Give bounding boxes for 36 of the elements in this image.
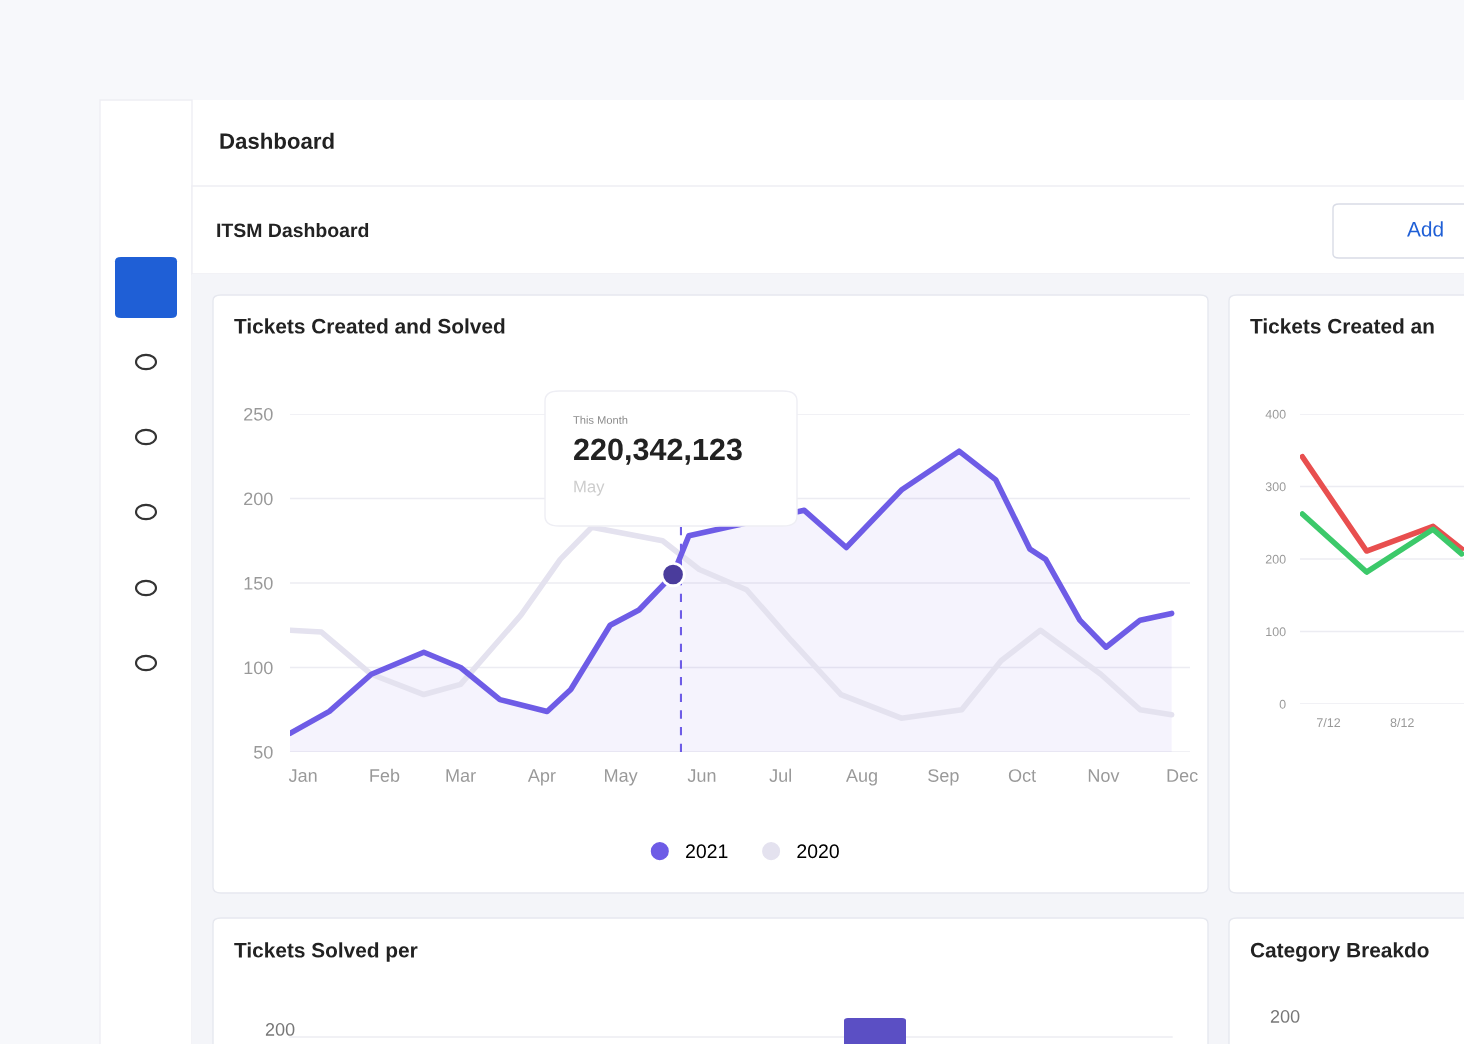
text: Dashboard [220, 132, 334, 149]
annotation: This Month [573, 415, 628, 424]
legend-label: 2020 [797, 844, 839, 859]
x-tick-label: May [605, 769, 638, 786]
x-tick-label: 7/12 [1317, 717, 1341, 728]
y-tick-label: 200 [1265, 554, 1286, 564]
y-tick-label: 250 [244, 407, 273, 421]
y-tick-label: 300 [1265, 482, 1286, 492]
x-tick-label: Jan [288, 769, 317, 782]
x-tick-label: Sep [928, 769, 959, 786]
annotation: 220,342,123 [574, 438, 742, 465]
text: ITSM Dashboard [217, 222, 369, 238]
text: 200 [265, 1023, 295, 1036]
x-tick-label: Oct [1008, 769, 1036, 782]
x-tick-label: Feb [370, 768, 400, 782]
x-tick-label: Mar [446, 769, 476, 782]
legend-label: 2021 [686, 844, 728, 859]
y-tick-label: 50 [253, 745, 273, 759]
x-tick-label: Jun [687, 769, 716, 782]
y-tick-label: 200 [244, 492, 273, 506]
text: Category Breakdo [1250, 942, 1429, 962]
x-tick-label: Aug [845, 769, 877, 786]
x-tick-label: Dec [1167, 769, 1198, 782]
chart-title: Tickets Created an [1250, 318, 1434, 334]
x-tick-label: 8/12 [1390, 717, 1414, 728]
y-tick-label: 100 [244, 661, 273, 675]
y-tick-label: 400 [1265, 409, 1286, 419]
y-tick-label: 150 [244, 576, 273, 590]
text: Tickets Solved per [234, 942, 418, 962]
x-tick-label: Nov [1088, 769, 1120, 782]
x-tick-label: Jul [769, 768, 791, 782]
x-tick-label: Apr [527, 769, 556, 786]
y-tick-label: 0 [1279, 699, 1286, 709]
y-tick-label: 100 [1266, 627, 1286, 637]
text: Add [1407, 221, 1443, 237]
chart-title: Tickets Created and Solved [234, 318, 505, 334]
